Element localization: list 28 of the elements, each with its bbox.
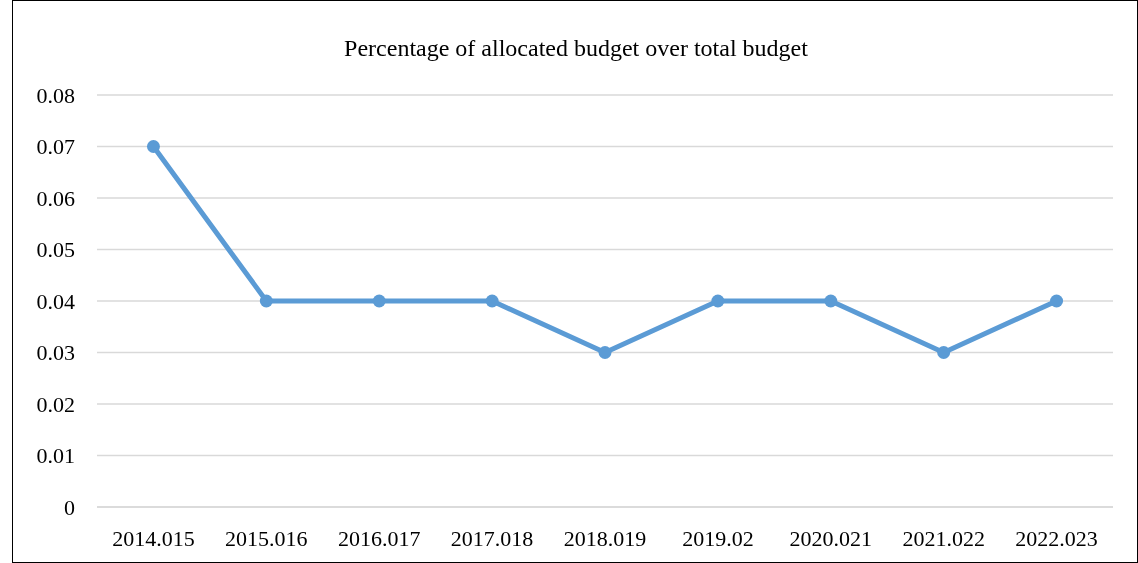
chart-title: Percentage of allocated budget over total budget <box>344 35 809 61</box>
point <box>372 294 386 308</box>
x-tick-label: 2022.023 <box>1015 526 1098 551</box>
y-tick-label: 0 <box>64 494 75 520</box>
y-tick-label: 0.05 <box>36 237 75 263</box>
x-tick-label: 2017.018 <box>450 526 534 551</box>
point <box>598 346 612 359</box>
y-tick-label: 0.04 <box>36 288 75 314</box>
x-tick-label: 2015.016 <box>225 526 308 551</box>
y-tick-label: 0.06 <box>36 185 75 211</box>
x-tick-label: 2020.021 <box>789 526 873 551</box>
point <box>259 294 273 308</box>
x-tick-label: 2021.022 <box>902 526 985 551</box>
y-tick-label: 0.02 <box>36 391 75 417</box>
x-tick-label: 2014.015 <box>112 526 195 551</box>
point <box>824 294 838 308</box>
x-tick-label: 2016.017 <box>337 526 421 551</box>
x-tick-label: 2019.02 <box>682 526 754 551</box>
point <box>1050 294 1064 308</box>
y-tick-label: 0.07 <box>36 134 75 160</box>
y-tick-label: 0.03 <box>36 340 75 366</box>
point <box>485 294 499 308</box>
y-tick-label: 0.08 <box>36 82 75 108</box>
y-tick-label: 0.01 <box>36 443 75 469</box>
x-tick-label: 2018.019 <box>563 526 647 551</box>
point <box>146 140 160 153</box>
point <box>937 346 951 359</box>
point <box>711 294 725 308</box>
